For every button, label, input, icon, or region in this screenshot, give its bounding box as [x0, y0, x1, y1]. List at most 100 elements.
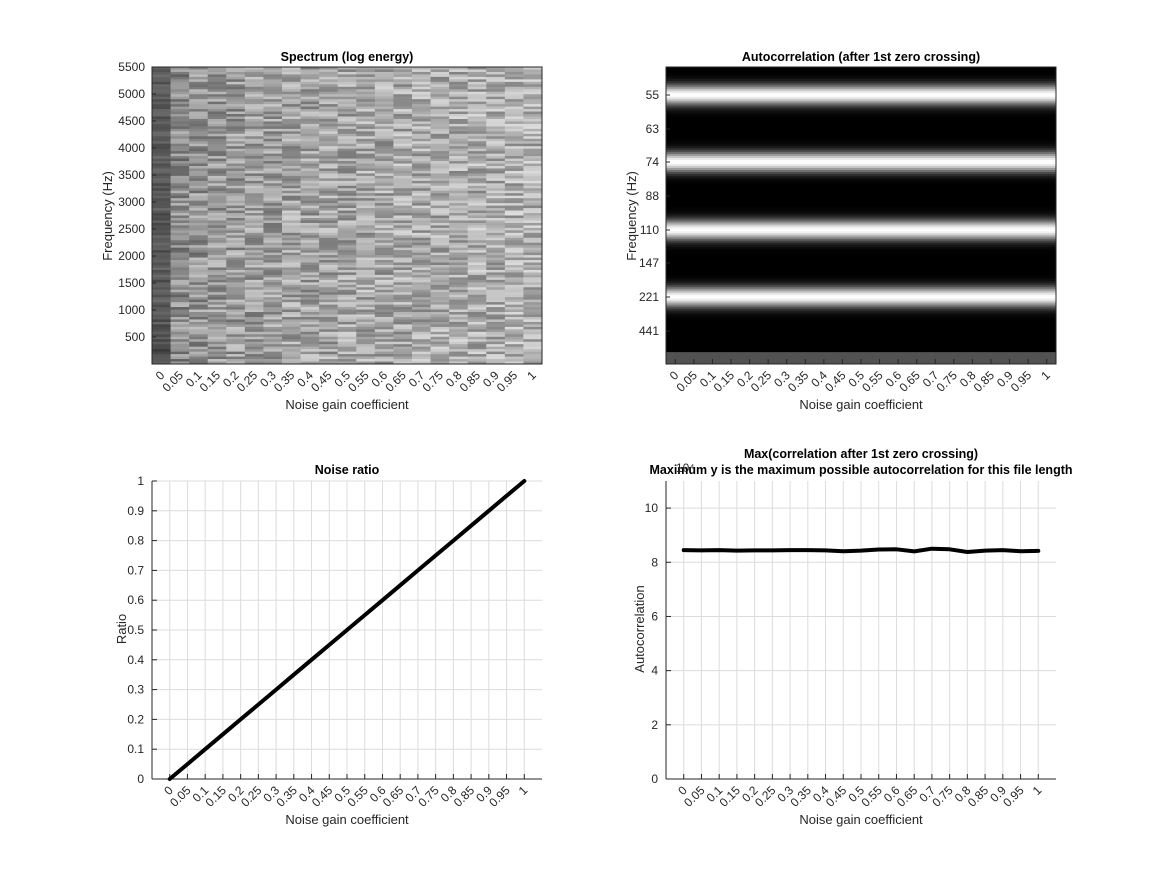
heatmap-cell [374, 349, 394, 353]
heatmap-cell [523, 158, 543, 162]
heatmap-cell [189, 123, 209, 127]
heatmap-cell [337, 292, 357, 296]
heatmap-cell [226, 123, 246, 127]
heatmap-cell [393, 109, 413, 112]
heatmap-cell [504, 304, 524, 308]
heatmap-cell [152, 213, 172, 216]
heatmap-band [666, 278, 1056, 282]
heatmap-cell [282, 104, 302, 108]
heatmap-cell [504, 178, 524, 182]
heatmap-cell [504, 89, 524, 93]
heatmap-cell [412, 344, 432, 348]
heatmap-cell [393, 193, 413, 197]
heatmap-cell [337, 106, 357, 110]
heatmap-cell [152, 89, 172, 93]
heatmap-cell [282, 341, 302, 345]
heatmap-cell [226, 307, 246, 310]
heatmap-cell [319, 123, 339, 127]
heatmap-band [666, 185, 1056, 189]
heatmap-cell [486, 341, 506, 345]
heatmap-cell [449, 324, 469, 328]
heatmap-cell [207, 331, 227, 335]
heatmap-cell [152, 299, 172, 303]
heatmap-band [666, 173, 1056, 177]
heatmap-cell [282, 136, 302, 140]
heatmap-cell [207, 329, 227, 333]
heatmap-cell [263, 324, 283, 328]
data-point [1036, 549, 1040, 553]
heatmap-cell [504, 170, 524, 174]
heatmap-cell [504, 217, 524, 221]
heatmap-cell [412, 319, 432, 323]
heatmap-cell [244, 94, 264, 98]
heatmap-cell [449, 69, 469, 73]
heatmap-cell [393, 71, 413, 75]
heatmap-cell [467, 232, 487, 236]
heatmap-cell [504, 235, 524, 239]
heatmap-cell [226, 101, 246, 105]
heatmap-cell [152, 168, 172, 172]
heatmap-cell [244, 143, 264, 147]
heatmap-cell [523, 341, 543, 345]
heatmap-cell [152, 255, 172, 258]
heatmap-cell [207, 168, 227, 172]
heatmap-band [666, 209, 1056, 212]
heatmap-cell [226, 156, 246, 159]
heatmap-cell [337, 141, 357, 145]
heatmap-cell [319, 153, 339, 157]
heatmap-cell [449, 250, 469, 254]
heatmap-cell [319, 339, 339, 343]
heatmap-cell [282, 183, 302, 187]
heatmap-cell [282, 166, 302, 169]
heatmap-cell [356, 257, 376, 261]
x-tick-label: 0.25 [748, 368, 775, 395]
heatmap-cell [282, 215, 302, 219]
heatmap-cell [152, 304, 172, 308]
heatmap-cell [189, 359, 209, 362]
heatmap-cell [523, 294, 543, 298]
heatmap-band [666, 160, 1056, 163]
y-tick-label: 4500 [118, 114, 145, 128]
heatmap-cell [504, 173, 524, 177]
heatmap-cell [430, 74, 450, 78]
heatmap-cell [486, 114, 506, 117]
heatmap-cell [467, 101, 487, 105]
heatmap-cell [449, 86, 469, 90]
heatmap-cell [486, 131, 506, 135]
chart-title: Max(correlation after 1st zero crossing) [744, 447, 978, 461]
heatmap-cell [244, 245, 264, 249]
heatmap-cell [319, 79, 339, 83]
heatmap-cell [189, 213, 209, 216]
heatmap-band [666, 251, 1056, 254]
heatmap-cell [282, 175, 302, 179]
heatmap-cell [170, 257, 190, 261]
heatmap-cell [430, 183, 450, 187]
heatmap-cell [207, 324, 227, 328]
heatmap-cell [300, 71, 320, 75]
heatmap-cell [300, 307, 320, 310]
heatmap-cell [486, 354, 506, 357]
heatmap-cell [337, 101, 357, 105]
heatmap-cell [300, 274, 320, 278]
x-tick-label: 0.65 [896, 368, 923, 395]
heatmap-cell [374, 175, 394, 179]
heatmap-cell [393, 329, 413, 333]
heatmap-cell [152, 217, 172, 221]
heatmap-cell [393, 326, 413, 330]
heatmap-band [666, 316, 1056, 319]
heatmap-cell [337, 262, 357, 266]
heatmap-cell [319, 354, 339, 357]
heatmap-cell [449, 156, 469, 159]
heatmap-cell [319, 151, 339, 155]
heatmap-cell [504, 91, 524, 95]
heatmap-cell [300, 272, 320, 276]
heatmap-cell [189, 178, 209, 182]
heatmap-cell [244, 356, 264, 360]
heatmap-cell [226, 329, 246, 333]
heatmap-cell [226, 67, 246, 70]
heatmap-cell [189, 67, 209, 70]
heatmap-cell [486, 307, 506, 310]
heatmap-cell [226, 304, 246, 308]
heatmap-cell [207, 302, 227, 306]
heatmap-cell [207, 123, 227, 127]
